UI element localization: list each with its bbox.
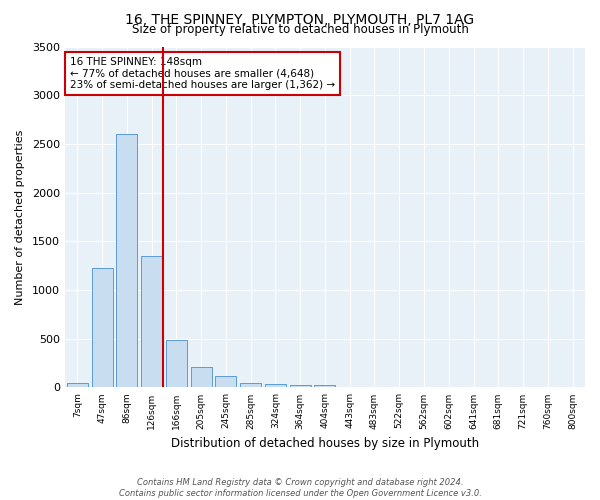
Text: Contains HM Land Registry data © Crown copyright and database right 2024.
Contai: Contains HM Land Registry data © Crown c… <box>119 478 481 498</box>
Bar <box>141 256 162 388</box>
Bar <box>92 268 113 388</box>
Bar <box>166 340 187 388</box>
X-axis label: Distribution of detached houses by size in Plymouth: Distribution of detached houses by size … <box>171 437 479 450</box>
Bar <box>240 382 261 388</box>
Bar <box>314 386 335 388</box>
Bar <box>191 367 212 388</box>
Bar <box>290 386 311 388</box>
Bar <box>215 376 236 388</box>
Bar <box>116 134 137 388</box>
Bar <box>265 384 286 388</box>
Bar <box>67 382 88 388</box>
Text: Size of property relative to detached houses in Plymouth: Size of property relative to detached ho… <box>131 22 469 36</box>
Text: 16, THE SPINNEY, PLYMPTON, PLYMOUTH, PL7 1AG: 16, THE SPINNEY, PLYMPTON, PLYMOUTH, PL7… <box>125 12 475 26</box>
Text: 16 THE SPINNEY: 148sqm
← 77% of detached houses are smaller (4,648)
23% of semi-: 16 THE SPINNEY: 148sqm ← 77% of detached… <box>70 56 335 90</box>
Y-axis label: Number of detached properties: Number of detached properties <box>15 130 25 304</box>
